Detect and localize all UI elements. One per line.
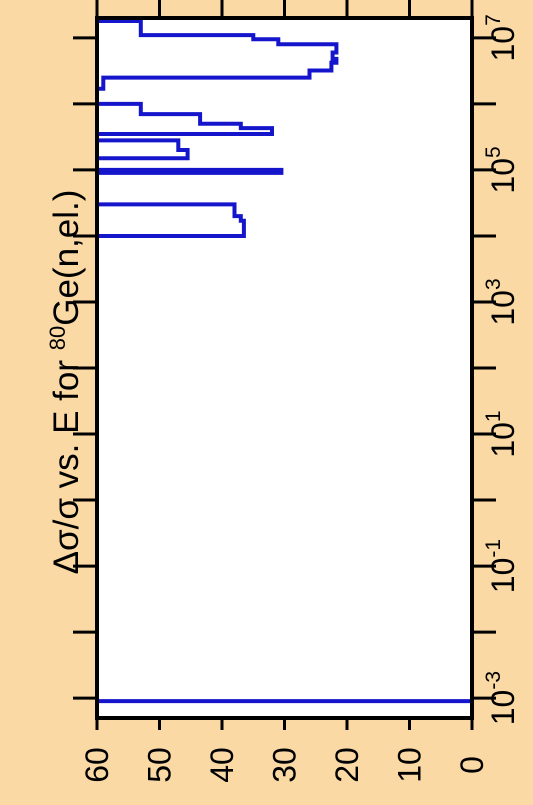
energy-tick-label: 10-3 <box>482 671 521 725</box>
energy-tick-label: 101 <box>482 410 521 457</box>
value-tick-label: 60 <box>79 747 115 783</box>
title-reaction: (n,el.) <box>47 190 86 279</box>
plot-frame <box>95 16 474 720</box>
value-tick-label: 50 <box>142 747 178 783</box>
value-tick-label: 10 <box>392 747 428 783</box>
title-prefix: Δσ/σ vs. E for <box>47 350 86 574</box>
title-element: Ge <box>47 279 86 326</box>
series-line <box>95 16 474 704</box>
plot-area <box>97 18 472 718</box>
tick-labels: 10-3 10-1 101 103 105 107 0 10 20 30 40 50 60 <box>79 14 521 783</box>
axis-ticks <box>73 0 496 730</box>
value-tick-label: 20 <box>329 747 365 783</box>
energy-tick-label: 105 <box>482 146 521 193</box>
title-isotope-mass: 80 <box>45 326 70 350</box>
energy-tick-label: 103 <box>482 278 521 325</box>
chart-title: Δσ/σ vs. E for 80Ge(n,el.) <box>45 190 86 575</box>
energy-tick-label: 107 <box>482 14 521 61</box>
value-tick-label: 30 <box>267 747 303 783</box>
value-tick-label: 40 <box>204 747 240 783</box>
energy-tick-label: 10-1 <box>482 539 521 593</box>
value-tick-label: 0 <box>454 756 490 774</box>
